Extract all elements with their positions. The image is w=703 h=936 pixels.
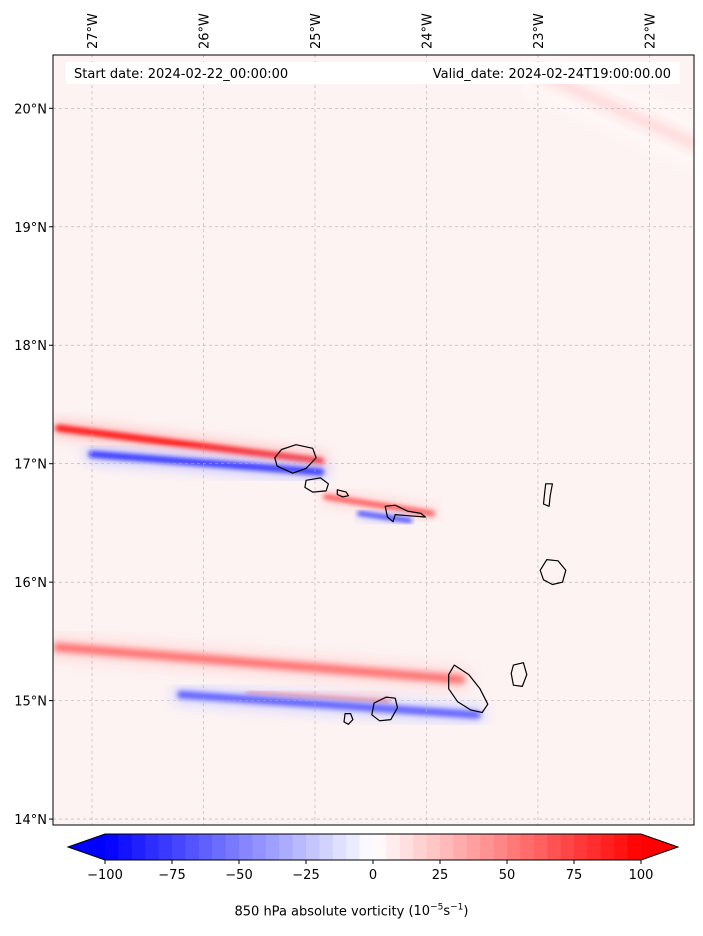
colorbar-cell [440, 834, 454, 860]
island-santo-antao [274, 444, 317, 474]
colorbar-cell [346, 834, 361, 860]
colorbar-cell [158, 834, 173, 860]
colorbar-cell [386, 834, 401, 860]
colorbar-cell [507, 834, 521, 860]
colorbar-cells [105, 834, 642, 860]
colorbar-cell [453, 834, 468, 860]
island-brava [343, 712, 354, 725]
negative-band-7 [171, 685, 486, 725]
colorbar-label: 850 hPa absolute vorticity (10−5s−1) [0, 903, 703, 919]
lon-tick-label: 25°W [309, 13, 324, 49]
coastlines [274, 444, 567, 725]
colorbar-cell [426, 834, 441, 860]
lat-tick-label: 18°N [14, 339, 47, 354]
colorbar-cell [627, 834, 642, 860]
colorbar-cell [332, 834, 347, 860]
longitude-ticks: 27°W 26°W 25°W 24°W 23°W 22°W [86, 13, 658, 49]
vorticity-field [53, 55, 694, 725]
colorbar-cell [466, 834, 481, 860]
colorbar-label-text: 850 hPa absolute vorticity [234, 904, 405, 920]
colorbar-cell [252, 834, 267, 860]
header-box [66, 62, 680, 84]
colorbar-cell [533, 834, 548, 860]
colorbar-cell [292, 834, 307, 860]
latitude-ticks: 20°N 19°N 18°N 17°N 16°N 15°N 14°N [14, 102, 53, 828]
colorbar-cell [306, 834, 320, 860]
colorbar-cell [520, 834, 535, 860]
colorbar-label-units: (10−5s−1) [408, 903, 469, 920]
colorbar-cell [279, 834, 294, 860]
colorbar-tick-label: 100 [629, 868, 654, 883]
lon-tick-label: 24°W [420, 13, 435, 49]
colorbar-tick-label: 75 [566, 868, 583, 883]
lon-tick-label: 23°W [532, 13, 547, 49]
colorbar-cell [359, 834, 374, 860]
island-boa-vista [539, 558, 567, 586]
negative-band-4 [354, 508, 415, 526]
colorbar-cell [145, 834, 160, 860]
colorbar-cell [172, 834, 186, 860]
island-fogo [371, 696, 399, 722]
colorbar-cell [600, 834, 615, 860]
island-sal [542, 483, 554, 507]
positive-band-8 [514, 55, 694, 167]
island-sao-vicente [304, 477, 329, 493]
colorbar-tick-label: 50 [499, 868, 516, 883]
colorbar-cell [547, 834, 562, 860]
colorbar-max-extension [641, 834, 678, 860]
colorbar-cell [198, 834, 213, 860]
colorbar-tick-label: 25 [432, 868, 449, 883]
colorbar-cell [480, 834, 495, 860]
colorbar-cell [373, 834, 387, 860]
colorbar-cell [614, 834, 629, 860]
colorbar-tick-label: −75 [158, 868, 185, 883]
colorbar-tick-label: −100 [87, 868, 123, 883]
colorbar-cell [265, 834, 280, 860]
colorbar-min-extension [68, 834, 105, 860]
colorbar-tick-label: −50 [225, 868, 252, 883]
gridlines [53, 55, 694, 825]
lat-tick-label: 20°N [14, 102, 47, 117]
colorbar-cell [319, 834, 334, 860]
colorbar-cell [574, 834, 588, 860]
island-santiago [448, 664, 489, 714]
colorbar-cell [118, 834, 133, 860]
lat-tick-label: 17°N [14, 458, 47, 473]
colorbar-cell [225, 834, 240, 860]
lat-tick-label: 16°N [14, 576, 47, 591]
colorbar-tick-label: −25 [292, 868, 319, 883]
map-frame [52, 54, 695, 826]
positive-band-5 [53, 634, 473, 692]
colorbar-cell [413, 834, 428, 860]
colorbar-cell [185, 834, 200, 860]
lon-tick-label: 26°W [197, 13, 212, 49]
island-santa-luzia [336, 489, 349, 498]
lat-tick-label: 19°N [14, 221, 47, 236]
colorbar-cell [105, 834, 119, 860]
colorbar-cell [239, 834, 253, 860]
lon-tick-label: 22°W [643, 13, 658, 49]
lon-tick-label: 27°W [86, 13, 101, 49]
colorbar-cell [131, 834, 146, 860]
lat-tick-label: 14°N [14, 813, 47, 828]
colorbar: −100 −75 −50 −25 0 25 50 75 100 [66, 833, 680, 883]
colorbar-cell [493, 834, 508, 860]
positive-band-3 [319, 490, 439, 520]
valid-date-text: Valid_date: 2024-02-24T19:00:00.00 [433, 67, 671, 82]
lat-tick-label: 15°N [14, 695, 47, 710]
colorbar-cell [587, 834, 602, 860]
start-date-text: Start date: 2024-02-22_00:00:00 [74, 67, 288, 82]
island-maio [510, 662, 528, 688]
colorbar-cell [399, 834, 414, 860]
colorbar-cell [560, 834, 575, 860]
colorbar-tick-label: 0 [369, 868, 377, 883]
colorbar-cell [212, 834, 227, 860]
island-sao-nicolau [384, 504, 426, 523]
colorbar-ticks: −100 −75 −50 −25 0 25 50 75 100 [87, 860, 653, 883]
